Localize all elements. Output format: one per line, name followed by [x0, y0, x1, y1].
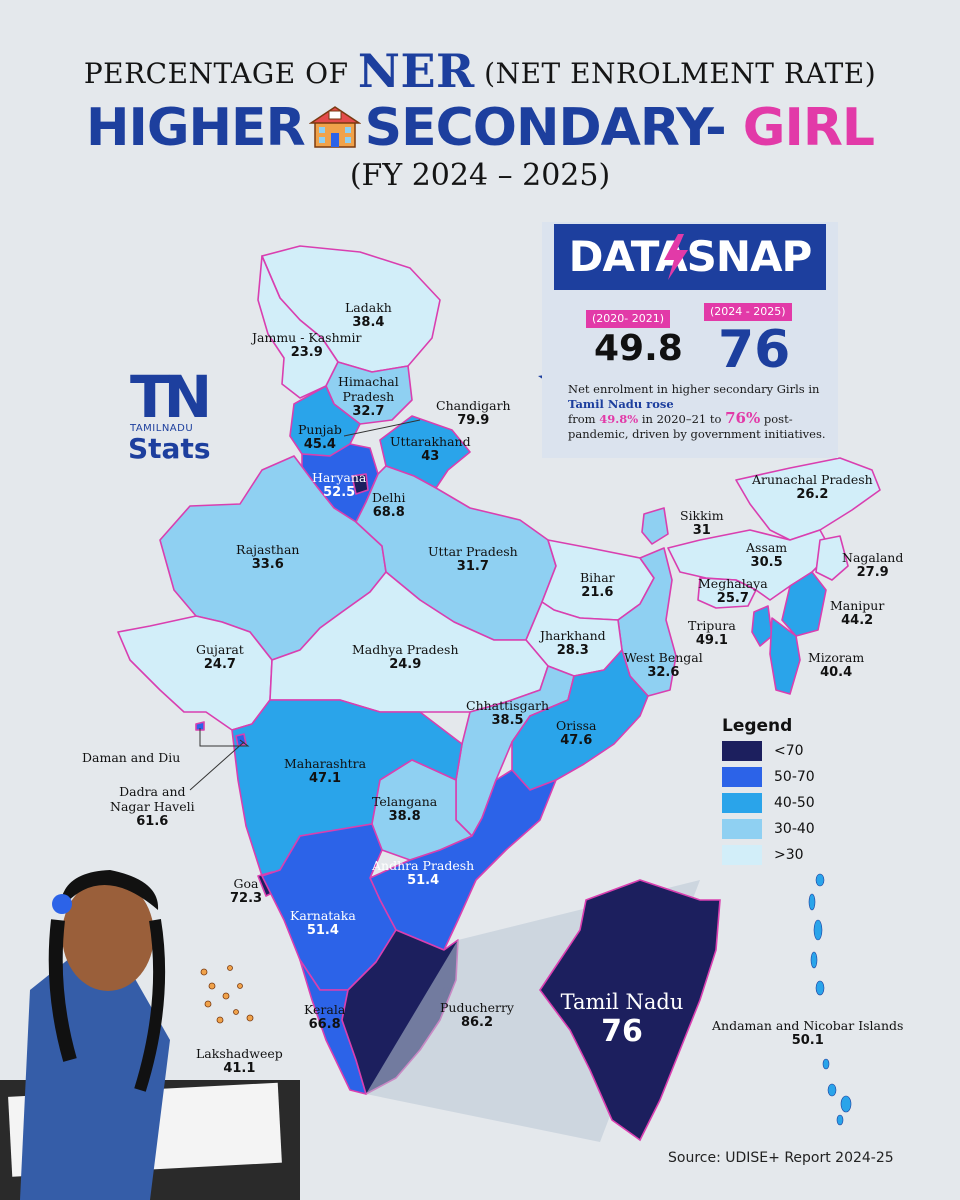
label-himachal: Himachal Pradesh 32.7	[338, 374, 399, 419]
legend-swatch	[722, 740, 762, 761]
label-madhya-pradesh: Madhya Pradesh 24.9	[352, 642, 459, 672]
region-mizoram	[769, 617, 801, 695]
label-puducherry: Puducherry 86.2	[440, 1000, 514, 1030]
tn-logo-subtitle: TAMILNADU	[130, 423, 194, 434]
label-uttar-pradesh: Uttar Pradesh 31.7	[428, 544, 518, 574]
datasnap-banner	[554, 224, 826, 290]
label-manipur: Manipur 44.2	[830, 598, 885, 628]
label-tamil-nadu: Tamil Nadu 76	[560, 990, 684, 1049]
region-gujarat	[117, 615, 273, 731]
label-chhattisgarh: Chhattisgarh 38.5	[466, 698, 550, 728]
andaman-nicobar-islands	[808, 873, 852, 1126]
label-jharkhand: Jharkhand 28.3	[540, 628, 606, 658]
lightning-icon	[664, 234, 688, 280]
tamil-nadu-inset	[539, 879, 721, 1142]
label-andhra-pradesh: Andhra Pradesh 51.4	[372, 858, 475, 888]
tn-logo-letters: TN	[130, 363, 212, 431]
label-lakshadweep: Lakshadweep 41.1	[196, 1046, 283, 1076]
source-note: Source: UDISE+ Report 2024-25	[668, 1150, 894, 1166]
title-line-2: HIGHER SECONDARY- GIRL	[0, 98, 960, 158]
period-2-pill: (2024 - 2025)	[704, 303, 792, 321]
label-arunachal: Arunachal Pradesh 26.2	[752, 472, 873, 502]
label-uttarakhand: Uttarakhand 43	[390, 434, 471, 464]
lakshadweep-islands	[200, 965, 254, 1024]
label-karnataka: Karnataka 51.4	[290, 908, 356, 938]
legend-swatch	[722, 766, 762, 787]
label-goa: Goa 72.3	[230, 876, 263, 906]
label-daman-diu: Daman and Diu	[82, 750, 181, 765]
period-1-pill: (2020- 2021)	[586, 310, 671, 328]
region-delhi	[351, 473, 369, 495]
title-higher: HIGHER	[85, 98, 306, 158]
label-ladakh: Ladakh 38.4	[345, 300, 392, 330]
label-jammu-kashmir: Jammu - Kashmir 23.9	[252, 330, 362, 360]
label-delhi: Delhi 68.8	[372, 490, 406, 520]
region-tripura	[751, 605, 773, 647]
title-ner: NER	[357, 44, 475, 98]
label-meghalaya: Meghalaya 25.7	[698, 576, 768, 606]
label-sikkim: Sikkim 31	[680, 508, 724, 538]
label-tripura: Tripura 49.1	[688, 618, 736, 648]
school-building-icon	[308, 106, 361, 148]
legend-item: >30	[722, 844, 804, 866]
title-girl: GIRL	[742, 98, 875, 158]
legend-title: Legend	[722, 716, 793, 736]
legend-item: 50-70	[722, 766, 815, 788]
legend-item: 40-50	[722, 792, 815, 814]
label-assam: Assam 30.5	[746, 540, 788, 570]
label-nagaland: Nagaland 27.9	[842, 550, 904, 580]
label-orissa: Orissa 47.6	[556, 718, 597, 748]
legend-swatch	[722, 792, 762, 813]
region-meghalaya	[697, 577, 757, 609]
region-manipur	[781, 571, 827, 637]
region-jammu-kashmir	[257, 255, 339, 399]
region-nagaland	[815, 535, 849, 581]
datasnap-title: DATASNAP	[568, 232, 813, 281]
title-suffix: (NET ENROLMENT RATE)	[484, 57, 877, 90]
label-dadra-nagar-haveli: Dadra and Nagar Haveli 61.6	[110, 784, 195, 829]
label-telangana: Telangana 38.8	[372, 794, 438, 824]
label-rajasthan: Rajasthan 33.6	[236, 542, 300, 572]
label-punjab: Punjab 45.4	[298, 422, 342, 452]
region-telangana	[371, 759, 473, 861]
label-bihar: Bihar 21.6	[580, 570, 615, 600]
title-secondary: SECONDARY-	[364, 98, 727, 158]
value-2020: 49.8	[594, 328, 683, 369]
region-daman-diu	[195, 721, 205, 731]
value-2024: 76	[718, 320, 791, 380]
legend-item: <70	[722, 740, 804, 762]
region-arunachal	[735, 457, 881, 541]
label-maharashtra: Maharashtra 47.1	[284, 756, 367, 786]
title-line-1: PERCENTAGE OF NER (NET ENROLMENT RATE)	[0, 44, 960, 98]
label-kerala: Kerala 66.8	[304, 1002, 346, 1032]
legend-swatch	[722, 844, 762, 865]
student-illustration	[0, 870, 300, 1200]
datasnap-description: Net enrolment in higher secondary Girls …	[568, 382, 826, 441]
label-andaman-nicobar: Andaman and Nicobar Islands 50.1	[712, 1018, 904, 1048]
tn-logo-stats: Stats	[128, 432, 211, 465]
legend-item: 30-40	[722, 818, 815, 840]
legend-swatch	[722, 818, 762, 839]
label-mizoram: Mizoram 40.4	[808, 650, 865, 680]
title-fiscal-year: (FY 2024 – 2025)	[349, 158, 611, 193]
label-haryana: Haryana 52.5	[312, 470, 367, 500]
label-gujarat: Gujarat 24.7	[196, 642, 244, 672]
region-orissa	[511, 649, 649, 791]
region-sikkim	[641, 507, 669, 545]
label-chandigarh: Chandigarh 79.9	[436, 398, 511, 428]
label-west-bengal: West Bengal 32.6	[624, 650, 703, 680]
tn-logo: TN	[130, 368, 212, 426]
title-prefix: PERCENTAGE OF	[83, 57, 349, 90]
